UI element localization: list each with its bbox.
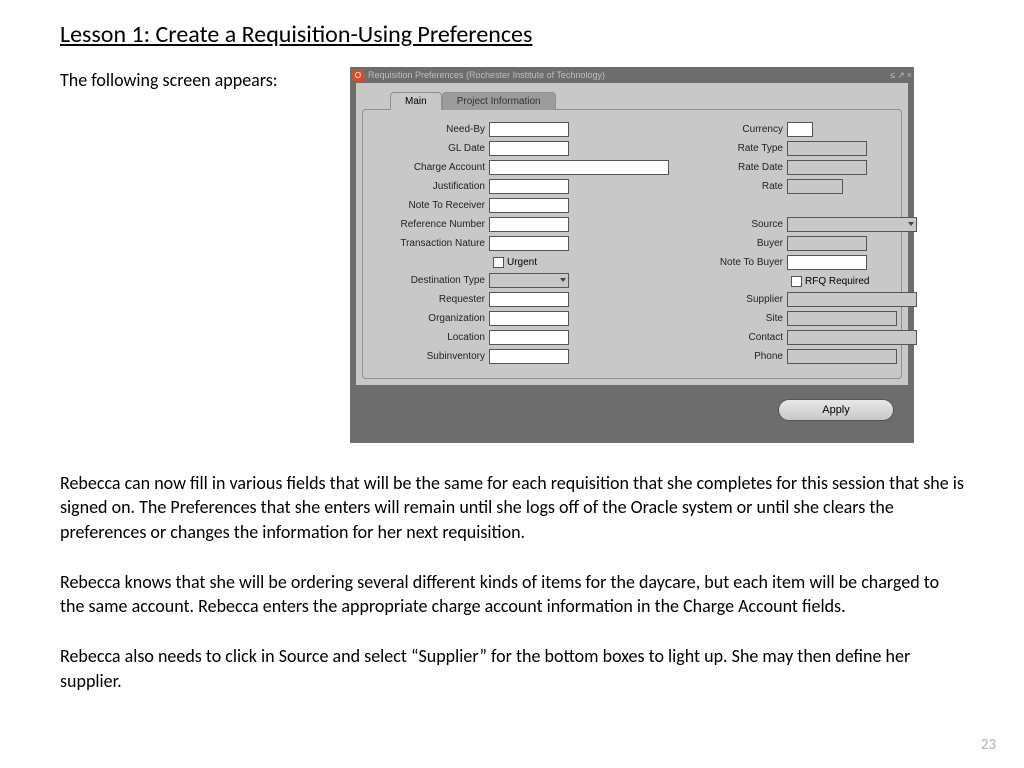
label-note-receiver: Note To Receiver bbox=[371, 200, 489, 211]
page-heading: Lesson 1: Create a Requisition-Using Pre… bbox=[60, 20, 964, 49]
label-phone: Phone bbox=[669, 351, 787, 362]
input-requester[interactable] bbox=[489, 292, 569, 307]
paragraph-2: Rebecca knows that she will be ordering … bbox=[60, 570, 964, 619]
label-need-by: Need-By bbox=[371, 124, 489, 135]
input-rate-type[interactable] bbox=[787, 141, 867, 156]
tab-strip: Main Project Information bbox=[390, 91, 902, 109]
label-site: Site bbox=[669, 313, 787, 324]
label-gl-date: GL Date bbox=[371, 143, 489, 154]
input-subinventory[interactable] bbox=[489, 349, 569, 364]
oracle-dialog-screenshot: O Requisition Preferences (Rochester Ins… bbox=[350, 67, 914, 443]
dialog-footer: Apply bbox=[356, 385, 908, 437]
tab-main[interactable]: Main bbox=[390, 92, 442, 110]
input-rate-date[interactable] bbox=[787, 160, 867, 175]
input-charge-account[interactable] bbox=[489, 160, 669, 175]
input-gl-date[interactable] bbox=[489, 141, 569, 156]
oracle-icon: O bbox=[352, 69, 364, 81]
tab-panel-main: Need-By GL Date Charge Account Justifica… bbox=[362, 109, 902, 379]
input-organization[interactable] bbox=[489, 311, 569, 326]
input-need-by[interactable] bbox=[489, 122, 569, 137]
input-site[interactable] bbox=[787, 311, 897, 326]
dialog-title: Requisition Preferences (Rochester Insti… bbox=[368, 70, 886, 80]
input-currency[interactable] bbox=[787, 122, 813, 137]
label-rate-date: Rate Date bbox=[669, 162, 787, 173]
label-organization: Organization bbox=[371, 313, 489, 324]
input-rate[interactable] bbox=[787, 179, 843, 194]
select-source[interactable] bbox=[787, 217, 917, 232]
label-buyer: Buyer bbox=[669, 238, 787, 249]
input-note-buyer[interactable] bbox=[787, 255, 867, 270]
apply-button[interactable]: Apply bbox=[778, 399, 894, 421]
label-destination-type: Destination Type bbox=[371, 275, 489, 286]
label-transaction-nature: Transaction Nature bbox=[371, 238, 489, 249]
label-requester: Requester bbox=[371, 294, 489, 305]
select-destination-type[interactable] bbox=[489, 273, 569, 288]
label-source: Source bbox=[669, 219, 787, 230]
minimize-icon[interactable]: ≤ bbox=[890, 70, 895, 81]
paragraph-3: Rebecca also needs to click in Source an… bbox=[60, 644, 964, 693]
paragraph-1: Rebecca can now fill in various fields t… bbox=[60, 471, 964, 544]
label-rfq-required: RFQ Required bbox=[805, 276, 869, 287]
label-charge-account: Charge Account bbox=[371, 162, 489, 173]
label-supplier: Supplier bbox=[669, 294, 787, 305]
left-column: Need-By GL Date Charge Account Justifica… bbox=[371, 120, 669, 366]
page-number: 23 bbox=[981, 736, 996, 754]
window-controls: ≤ ↗ × bbox=[890, 70, 912, 81]
right-column: Currency Rate Type Rate Date Rate Source… bbox=[669, 120, 917, 366]
label-reference-number: Reference Number bbox=[371, 219, 489, 230]
input-note-receiver[interactable] bbox=[489, 198, 569, 213]
label-justification: Justification bbox=[371, 181, 489, 192]
checkbox-urgent[interactable] bbox=[493, 257, 504, 268]
tab-project-info[interactable]: Project Information bbox=[442, 92, 556, 110]
input-reference-number[interactable] bbox=[489, 217, 569, 232]
label-subinventory: Subinventory bbox=[371, 351, 489, 362]
maximize-icon[interactable]: ↗ bbox=[897, 70, 905, 81]
label-rate-type: Rate Type bbox=[669, 143, 787, 154]
close-icon[interactable]: × bbox=[907, 70, 912, 81]
input-supplier[interactable] bbox=[787, 292, 917, 307]
input-transaction-nature[interactable] bbox=[489, 236, 569, 251]
input-justification[interactable] bbox=[489, 179, 569, 194]
intro-row: The following screen appears: O Requisit… bbox=[60, 67, 964, 443]
label-note-buyer: Note To Buyer bbox=[669, 257, 787, 268]
dialog-titlebar: O Requisition Preferences (Rochester Ins… bbox=[350, 67, 914, 83]
input-contact[interactable] bbox=[787, 330, 917, 345]
intro-text: The following screen appears: bbox=[60, 67, 320, 91]
label-location: Location bbox=[371, 332, 489, 343]
input-buyer[interactable] bbox=[787, 236, 867, 251]
label-rate: Rate bbox=[669, 181, 787, 192]
checkbox-rfq-required[interactable] bbox=[791, 276, 802, 287]
label-urgent: Urgent bbox=[507, 257, 537, 268]
label-currency: Currency bbox=[669, 124, 787, 135]
dialog-body: Main Project Information Need-By GL Date… bbox=[356, 83, 908, 385]
input-location[interactable] bbox=[489, 330, 569, 345]
input-phone[interactable] bbox=[787, 349, 897, 364]
label-contact: Contact bbox=[669, 332, 787, 343]
